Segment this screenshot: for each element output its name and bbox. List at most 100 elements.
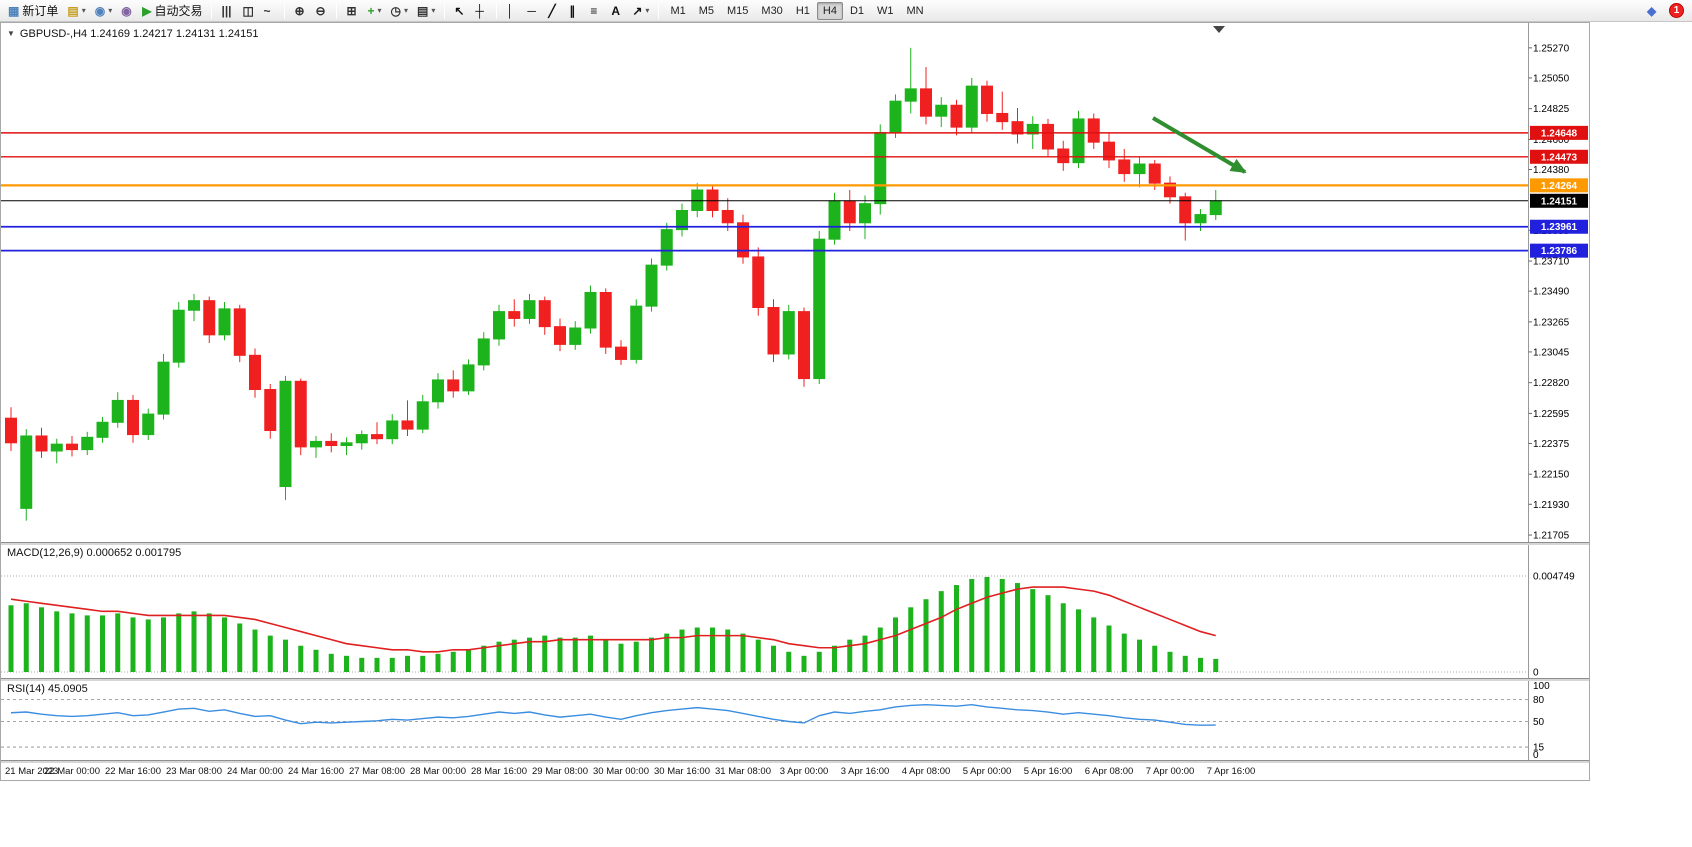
svg-text:1.25050: 1.25050 (1533, 73, 1570, 84)
zoom-in-button[interactable]: ⊕ (290, 1, 310, 21)
zoom-out-button[interactable]: ⊖ (311, 1, 331, 21)
toolbar-separator (658, 2, 660, 19)
svg-text:1.24825: 1.24825 (1533, 104, 1570, 115)
timeframe-button-m15[interactable]: M15 (727, 4, 749, 17)
fibonacci-button[interactable]: ≡ (586, 1, 606, 21)
timeframe-button-h4[interactable]: H4 (816, 1, 843, 20)
macd-chart[interactable]: 0.004749 0 (1, 545, 1589, 678)
time-label: 23 Mar 08:00 (166, 766, 222, 777)
timeframe-button-m5[interactable]: M5 (698, 4, 714, 17)
timeframe-button-mn[interactable]: MN (906, 4, 924, 17)
profiles-icon: ◉ (94, 3, 106, 18)
toolbar-groups: ▦ 新订单 ▤ ▾ ◉ ▾ ◉ ▶ 自动交易 ||| ◫ ~ ⊕ ⊖ ⊞ + ▾ ◷ ▾ ▤ ▾ ↖ ┼ │ ─ ╱ ∥ ≡ A ↗ ▾ (4, 1, 653, 21)
tile-windows-icon: ⊞ (346, 3, 357, 18)
chart-window: 1.25270 1.25050 1.24825 1.24600 1.24380 1.239… (0, 22, 1590, 781)
price-chart[interactable]: 1.25270 1.25050 1.24825 1.24600 1.24380 1.239… (1, 23, 1589, 542)
rsi-chart[interactable]: 100 80 50 150 (1, 681, 1589, 760)
time-label: 22 Mar 00:00 (44, 766, 100, 777)
time-label: 21 Mar 2023 (5, 766, 59, 777)
trendline-button[interactable]: ╱ (544, 1, 564, 21)
candlestick-icon: ◫ (242, 3, 254, 18)
pane-separator[interactable] (1, 760, 1589, 763)
bar-chart-button[interactable]: ||| (217, 1, 237, 21)
timeframe-button-h1[interactable]: H1 (795, 4, 810, 17)
new-order-button-label: 新订单 (22, 4, 59, 18)
market-watch-button[interactable]: ◉ (117, 1, 137, 21)
new-chart-icon: ▤ (67, 3, 79, 18)
timeframe-button-m30[interactable]: M30 (761, 4, 783, 17)
horizontal-line-icon: ─ (527, 3, 536, 18)
crosshair-button[interactable]: ┼ (471, 1, 491, 21)
new-order-button[interactable]: ▦ 新订单 (4, 1, 62, 21)
vertical-line-button[interactable]: │ (502, 1, 522, 21)
time-axis[interactable]: 21 Mar 2023 22 Mar 00:00 22 Mar 16:00 23 Ma… (1, 763, 1589, 780)
svg-text:1.22375: 1.22375 (1533, 439, 1570, 450)
time-label: 6 Apr 08:00 (1084, 766, 1134, 777)
pane-separator[interactable] (1, 542, 1589, 545)
time-label: 28 Mar 00:00 (410, 766, 466, 777)
autotrading-button[interactable]: ▶ 自动交易 (138, 1, 206, 21)
autotrading-icon: ▶ (142, 3, 152, 18)
horizontal-line-button[interactable]: ─ (523, 1, 543, 21)
symbol-ohlc-label: ▼ GBPUSD-,H4 1.24169 1.24217 1.24131 1.24… (7, 28, 258, 40)
svg-text:1.23961: 1.23961 (1541, 222, 1578, 233)
timeframe-button-d1[interactable]: D1 (849, 4, 864, 17)
periods-button[interactable]: ◷ ▾ (387, 1, 413, 21)
pane-separator[interactable] (1, 678, 1589, 681)
time-label: 7 Apr 16:00 (1206, 766, 1256, 777)
templates-button[interactable]: ▤ ▾ (413, 1, 439, 21)
indicators-button[interactable]: + ▾ (363, 1, 385, 21)
templates-icon: ▤ (417, 3, 429, 18)
zoom-in-icon: ⊕ (294, 3, 305, 18)
svg-text:1.21705: 1.21705 (1533, 531, 1570, 542)
arrows-button[interactable]: ↗ ▾ (628, 1, 653, 21)
community-button[interactable]: ◆ (1643, 1, 1663, 21)
svg-text:1.24380: 1.24380 (1533, 165, 1570, 176)
new-chart-button[interactable]: ▤ ▾ (63, 1, 89, 21)
svg-text:1.23265: 1.23265 (1533, 317, 1570, 328)
crosshair-icon: ┼ (475, 3, 484, 18)
svg-text:100: 100 (1533, 681, 1550, 692)
candlestick-chart-button[interactable]: ◫ (238, 1, 258, 21)
arrows-icon: ↗ (632, 3, 643, 18)
svg-text:1.22820: 1.22820 (1533, 378, 1570, 389)
svg-text:1.21930: 1.21930 (1533, 500, 1570, 511)
rsi-label: RSI(14) 45.0905 (7, 683, 88, 695)
vertical-line-icon: │ (506, 3, 514, 18)
chevron-down-icon: ▾ (431, 6, 436, 15)
text-icon: A (611, 3, 621, 18)
timeframe-button-w1[interactable]: W1 (877, 4, 894, 17)
svg-text:1.24151: 1.24151 (1541, 196, 1578, 207)
indicators-icon: + (367, 3, 375, 18)
time-label: 28 Mar 16:00 (471, 766, 527, 777)
time-label: 5 Apr 00:00 (962, 766, 1012, 777)
text-button[interactable]: A (607, 1, 627, 21)
toolbar-separator (211, 2, 213, 19)
main-chart-pane: 1.25270 1.25050 1.24825 1.24600 1.24380 1.239… (1, 23, 1589, 542)
time-label: 30 Mar 16:00 (654, 766, 710, 777)
svg-text:1.23786: 1.23786 (1541, 246, 1578, 257)
channel-icon: ∥ (569, 3, 576, 18)
cursor-button[interactable]: ↖ (450, 1, 470, 21)
svg-text:0: 0 (1533, 750, 1539, 760)
channel-button[interactable]: ∥ (565, 1, 585, 21)
svg-text:1.22595: 1.22595 (1533, 409, 1570, 420)
new-order-icon: ▦ (8, 3, 20, 18)
collapse-arrow-icon[interactable]: ▼ (7, 29, 15, 38)
trendline-icon: ╱ (548, 3, 556, 18)
timeframe-button-m1[interactable]: M1 (670, 4, 686, 17)
svg-text:1.22150: 1.22150 (1533, 470, 1570, 481)
bar-chart-icon: ||| (221, 3, 232, 18)
macd-label: MACD(12,26,9) 0.000652 0.001795 (7, 547, 182, 559)
toolbar-right-icons: ◆ (1643, 1, 1663, 21)
toolbar-separator (444, 2, 446, 19)
autotrading-button-label: 自动交易 (154, 4, 203, 18)
tile-windows-button[interactable]: ⊞ (342, 1, 362, 21)
notification-badge[interactable]: 1 (1669, 3, 1684, 18)
toolbar-separator (496, 2, 498, 19)
chevron-down-icon: ▾ (645, 6, 650, 15)
svg-text:1.25270: 1.25270 (1533, 43, 1570, 54)
profiles-button[interactable]: ◉ ▾ (91, 1, 117, 21)
line-chart-button[interactable]: ~ (259, 1, 279, 21)
chevron-down-icon: ▾ (81, 6, 86, 15)
